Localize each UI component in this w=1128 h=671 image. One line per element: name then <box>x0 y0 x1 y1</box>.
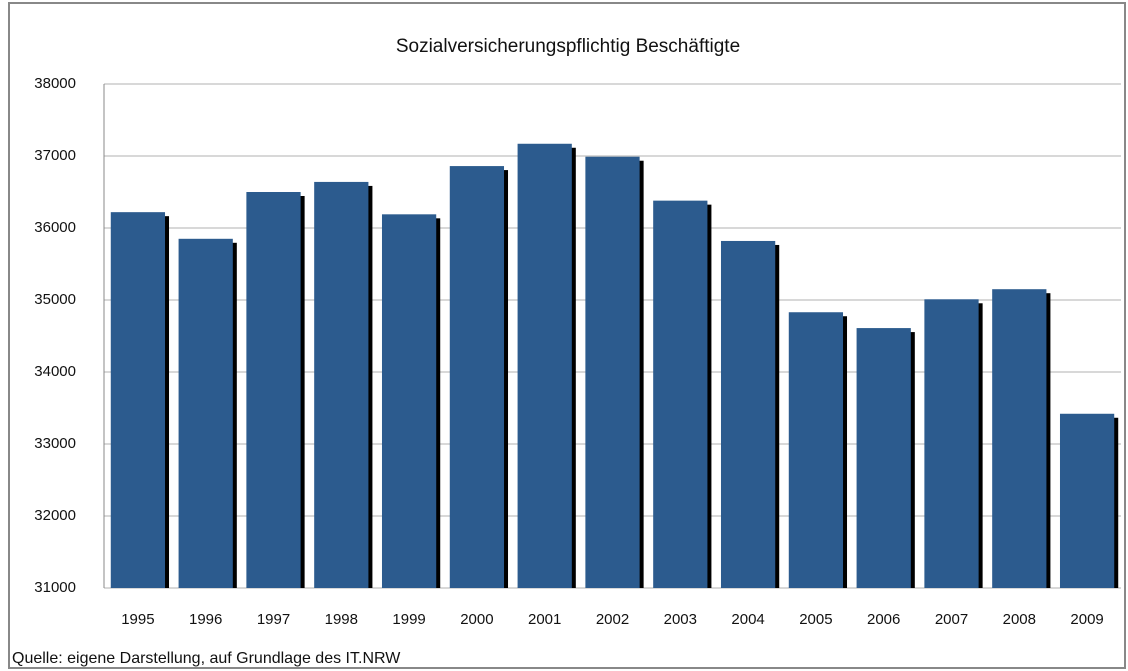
x-tick-label: 2000 <box>460 611 493 628</box>
bar <box>517 143 572 588</box>
bar <box>449 166 505 588</box>
bar <box>1059 413 1115 588</box>
bar <box>314 181 369 589</box>
x-tick-label: 1998 <box>325 611 358 628</box>
bar <box>110 212 166 588</box>
x-tick-label: 2006 <box>867 611 900 628</box>
chart-border <box>8 2 1126 669</box>
bar <box>992 289 1047 588</box>
bar <box>720 240 776 588</box>
x-tick-label: 2007 <box>935 611 968 628</box>
x-tick-label: 1997 <box>257 611 290 628</box>
x-tick-label: 1996 <box>189 611 222 628</box>
x-tick-label: 1995 <box>121 611 154 628</box>
bar <box>381 214 437 588</box>
x-tick-label: 2003 <box>664 611 697 628</box>
y-tick-label: 36000 <box>34 219 76 236</box>
x-tick-label: 2005 <box>799 611 832 628</box>
bar <box>856 328 911 588</box>
bar <box>924 299 979 588</box>
source-note: Quelle: eigene Darstellung, auf Grundlag… <box>12 650 401 667</box>
y-tick-label: 37000 <box>34 147 76 164</box>
y-tick-label: 31000 <box>34 579 76 596</box>
bar <box>178 238 233 589</box>
x-tick-label: 2002 <box>596 611 629 628</box>
bar <box>788 312 844 588</box>
bar <box>585 156 640 588</box>
y-tick-label: 32000 <box>34 507 76 524</box>
x-tick-label: 2001 <box>528 611 561 628</box>
bar <box>246 192 301 588</box>
y-tick-label: 38000 <box>34 75 76 92</box>
x-tick-label: 2008 <box>1003 611 1036 628</box>
x-tick-label: 1999 <box>392 611 425 628</box>
y-tick-label: 35000 <box>34 291 76 308</box>
y-tick-label: 33000 <box>34 435 76 452</box>
x-tick-label: 2009 <box>1070 611 1103 628</box>
chart-title: Sozialversicherungspflichtig Beschäftigt… <box>396 36 740 57</box>
x-tick-label: 2004 <box>731 611 764 628</box>
y-tick-label: 34000 <box>34 363 76 380</box>
bar <box>653 200 708 588</box>
